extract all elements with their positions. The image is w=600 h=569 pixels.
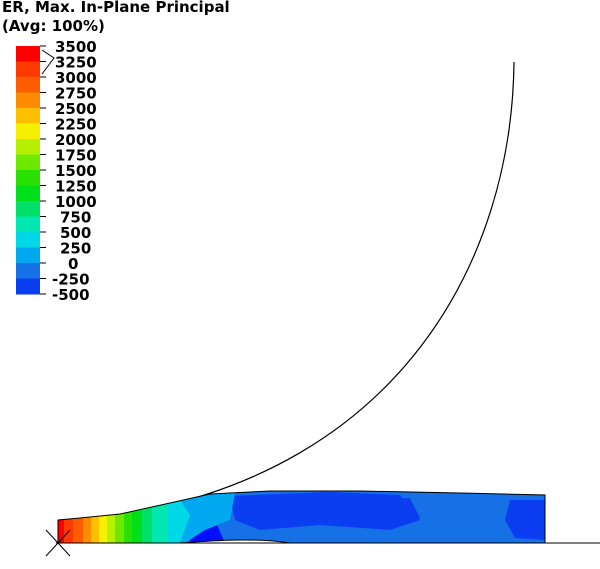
legend-label: 750 bbox=[60, 209, 91, 227]
rigid-cylinder-arc bbox=[59, 61, 515, 521]
contour-region-3000 bbox=[72, 500, 83, 543]
contour-region-750 bbox=[150, 500, 168, 543]
legend-label: 1000 bbox=[55, 193, 97, 211]
contour-region-2500 bbox=[90, 500, 99, 543]
legend-swatch bbox=[16, 201, 40, 217]
legend-swatch bbox=[16, 247, 40, 264]
contour-region-2250 bbox=[98, 500, 107, 543]
contour-region-1000 bbox=[140, 500, 152, 543]
legend-leader-lines bbox=[41, 49, 55, 75]
legend-label: -500 bbox=[52, 286, 90, 304]
deformed-plate bbox=[57, 490, 546, 544]
legend-title: ER, Max. In-Plane Principal bbox=[2, 0, 230, 16]
plate-outline bbox=[57, 490, 546, 544]
legend-swatch bbox=[16, 154, 40, 171]
legend-label: 1750 bbox=[55, 147, 97, 165]
legend-label: 1500 bbox=[55, 162, 97, 180]
legend-label: 2500 bbox=[55, 100, 97, 118]
legend-labels: 3500325030002750250022502000175015001250… bbox=[52, 38, 97, 304]
legend-label: 3250 bbox=[55, 54, 97, 72]
contour-region-1750 bbox=[114, 500, 124, 543]
legend-swatch bbox=[16, 139, 40, 155]
legend-swatch bbox=[16, 185, 40, 202]
contour-region-neg250-b bbox=[330, 498, 420, 528]
legend-swatch bbox=[16, 232, 40, 248]
legend-swatch bbox=[16, 46, 40, 62]
legend-label: 250 bbox=[60, 240, 91, 258]
legend-swatch bbox=[16, 170, 40, 186]
legend-label: 2250 bbox=[55, 116, 97, 134]
legend-label: 0 bbox=[68, 255, 78, 273]
legend-swatch bbox=[16, 123, 40, 140]
legend-swatch bbox=[16, 61, 40, 78]
legend-label: 2000 bbox=[55, 131, 97, 149]
legend-subtitle: (Avg: 100%) bbox=[2, 17, 105, 35]
legend-swatch bbox=[16, 108, 40, 124]
legend-swatch bbox=[16, 278, 40, 295]
contour-region-2000 bbox=[106, 500, 115, 543]
legend-label: 1250 bbox=[55, 178, 97, 196]
legend-label: 500 bbox=[60, 224, 91, 242]
legend-label: 3000 bbox=[55, 69, 97, 87]
contour-region-1500 bbox=[122, 500, 132, 543]
legend-label: -250 bbox=[52, 271, 90, 289]
legend-swatch bbox=[16, 92, 40, 109]
contour-region-3500 bbox=[58, 515, 64, 543]
contour-region-neg250-right bbox=[505, 500, 545, 540]
legend-label: 3500 bbox=[55, 38, 97, 56]
legend-label: 2750 bbox=[55, 85, 97, 103]
legend-swatch bbox=[16, 216, 40, 233]
boundary-condition-marker bbox=[45, 529, 71, 557]
legend-color-bar bbox=[16, 45, 46, 295]
contour-region-2750 bbox=[82, 500, 91, 543]
legend-swatch bbox=[16, 77, 40, 93]
legend-swatch bbox=[16, 263, 40, 279]
